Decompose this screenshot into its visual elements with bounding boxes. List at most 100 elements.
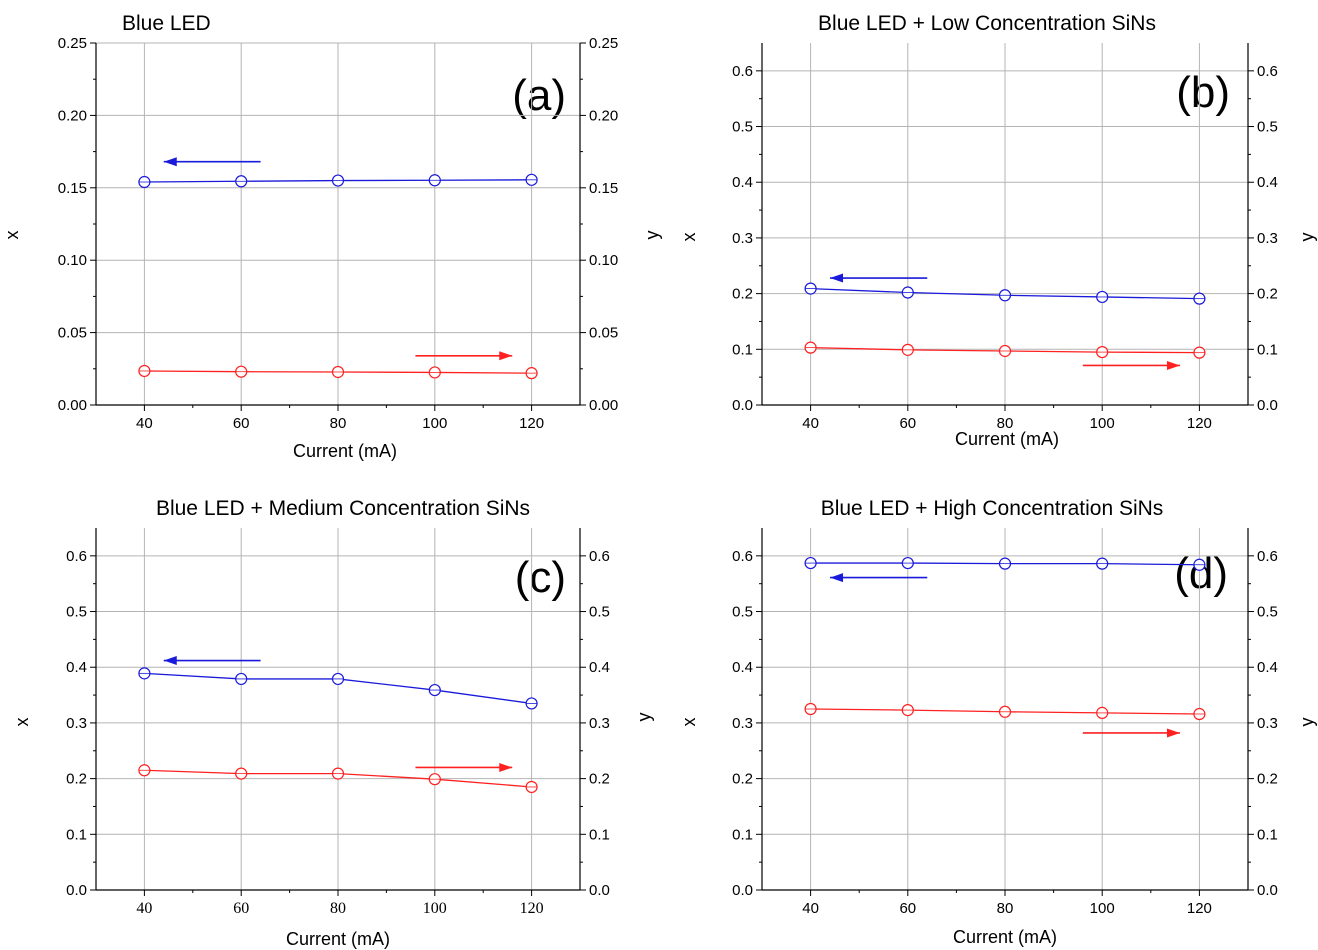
axis-arrow-head-right <box>499 762 513 772</box>
panel-d-title: Blue LED + High Concentration SiNs <box>821 497 1164 520</box>
axis-arrow-head-left <box>830 273 844 283</box>
x-tick-label: 120 <box>520 900 544 917</box>
panel-a-plot: 40 60 80 100 120 0.00 0.00 0.05 0.05 0.10 0.10 0.15… <box>58 35 618 432</box>
x-tick-label: 100 <box>423 900 447 917</box>
right-y-tick-label: 0.0 <box>1257 882 1278 899</box>
right-y-tick-label: 0.10 <box>589 252 618 269</box>
right-y-tick-label: 0.2 <box>1257 286 1278 303</box>
left-y-tick-label: 0.15 <box>58 180 87 197</box>
axis-arrow-head-left <box>163 656 177 666</box>
x-tick-label: 40 <box>802 415 819 432</box>
right-y-tick-label: 0.5 <box>1257 119 1278 136</box>
axis-arrow-head-right <box>499 351 513 361</box>
panel-b-title: Blue LED + Low Concentration SiNs <box>818 12 1156 35</box>
left-y-tick-label: 0.2 <box>732 771 753 788</box>
panel-c-plot: 40 60 80 100 120 0.0 0.0 0.1 0.1 0.2 0.2 0.3 0.3 0.4 0… <box>66 528 610 917</box>
left-y-tick-label: 0.4 <box>732 174 753 191</box>
right-y-tick-label: 0.3 <box>589 715 610 732</box>
right-y-tick-label: 0.20 <box>589 107 618 124</box>
x-tick-label: 40 <box>136 415 153 432</box>
x-tick-label: 40 <box>136 900 152 917</box>
panel-d-x-axis-label: Current (mA) <box>953 927 1057 947</box>
x-tick-label: 100 <box>1090 900 1115 917</box>
right-y-tick-label: 0.25 <box>589 35 618 52</box>
right-y-tick-label: 0.4 <box>1257 174 1278 191</box>
left-y-tick-label: 0.6 <box>732 548 753 565</box>
panel-d-plot: 40 60 80 100 120 0.0 0.0 0.1 0.1 0.2 0.2 0.3 0.3 0.4 0… <box>732 528 1278 917</box>
right-y-tick-label: 0.15 <box>589 180 618 197</box>
right-y-tick-label: 0.00 <box>589 397 618 414</box>
right-y-tick-label: 0.2 <box>589 771 610 788</box>
x-tick-label: 100 <box>1090 415 1115 432</box>
left-y-tick-label: 0.1 <box>732 826 753 843</box>
left-y-tick-label: 0.5 <box>732 119 753 136</box>
x-tick-label: 120 <box>1187 415 1212 432</box>
left-y-tick-label: 0.2 <box>732 286 753 303</box>
panel-a-label: (a) <box>512 71 566 120</box>
left-y-tick-label: 0.6 <box>732 63 753 80</box>
x-tick-label: 120 <box>519 415 544 432</box>
right-y-tick-label: 0.1 <box>1257 341 1278 358</box>
panel-a-left-axis-label: x <box>2 231 22 240</box>
left-y-tick-label: 0.20 <box>58 107 87 124</box>
panel-a-right-axis-label: y <box>642 231 662 240</box>
left-y-tick-label: 0.00 <box>58 397 87 414</box>
left-y-tick-label: 0.3 <box>732 715 753 732</box>
panel-b-left-axis-label: x <box>679 233 699 242</box>
panel-a: Blue LED Current (mA) x y (a) 40 60 80 100 1… <box>2 12 662 461</box>
x-tick-label: 100 <box>422 415 447 432</box>
x-tick-label: 60 <box>233 415 250 432</box>
axis-arrow-head-left <box>830 573 844 583</box>
panel-d-right-axis-label: y <box>1297 718 1317 727</box>
right-y-tick-label: 0.6 <box>589 548 610 565</box>
left-y-tick-label: 0.1 <box>66 826 87 843</box>
x-tick-label: 80 <box>997 415 1014 432</box>
panel-c-title: Blue LED + Medium Concentration SiNs <box>156 497 530 520</box>
axis-arrow-head-right <box>1166 360 1180 370</box>
x-tick-label: 80 <box>997 900 1014 917</box>
left-y-tick-label: 0.10 <box>58 252 87 269</box>
axis-arrow-head-left <box>163 157 177 167</box>
right-y-tick-label: 0.05 <box>589 325 618 342</box>
x-tick-label: 40 <box>802 900 819 917</box>
left-y-tick-label: 0.0 <box>732 882 753 899</box>
x-tick-label: 60 <box>899 900 916 917</box>
panel-a-title: Blue LED <box>122 12 211 35</box>
left-y-tick-label: 0.1 <box>732 341 753 358</box>
panel-b-x-axis-label: Current (mA) <box>955 429 1059 449</box>
left-y-tick-label: 0.05 <box>58 325 87 342</box>
left-y-tick-label: 0.5 <box>732 604 753 621</box>
x-tick-label: 60 <box>233 900 249 917</box>
right-y-tick-label: 0.6 <box>1257 63 1278 80</box>
right-y-tick-label: 0.3 <box>1257 230 1278 247</box>
left-y-tick-label: 0.0 <box>66 882 87 899</box>
left-y-tick-label: 0.5 <box>66 604 87 621</box>
right-y-tick-label: 0.2 <box>1257 771 1278 788</box>
panel-b-plot: 40 60 80 100 120 0.0 0.0 0.1 0.1 0.2 0.2 0.3 0.3 0.4 0… <box>732 43 1278 432</box>
right-y-tick-label: 0.0 <box>589 882 610 899</box>
panel-c-right-axis-label: y <box>634 713 654 722</box>
right-y-tick-label: 0.0 <box>1257 397 1278 414</box>
right-y-tick-label: 0.5 <box>589 604 610 621</box>
right-y-tick-label: 0.1 <box>589 826 610 843</box>
left-y-tick-label: 0.3 <box>732 230 753 247</box>
x-tick-label: 80 <box>330 415 347 432</box>
x-tick-label: 80 <box>330 900 346 917</box>
right-y-tick-label: 0.6 <box>1257 548 1278 565</box>
left-y-tick-label: 0.6 <box>66 548 87 565</box>
panel-c: Blue LED + Medium Concentration SiNs Cur… <box>12 497 654 949</box>
panel-d: Blue LED + High Concentration SiNs Curre… <box>679 497 1317 947</box>
panel-c-x-axis-label: Current (mA) <box>286 929 390 949</box>
right-y-tick-label: 0.5 <box>1257 604 1278 621</box>
panel-d-left-axis-label: x <box>679 718 699 727</box>
right-y-tick-label: 0.1 <box>1257 826 1278 843</box>
x-tick-label: 60 <box>899 415 916 432</box>
panel-c-left-axis-label: x <box>12 718 32 727</box>
panel-d-label: (d) <box>1174 549 1228 598</box>
panel-c-label: (c) <box>515 553 566 602</box>
left-y-tick-label: 0.0 <box>732 397 753 414</box>
left-y-tick-label: 0.25 <box>58 35 87 52</box>
right-y-tick-label: 0.3 <box>1257 715 1278 732</box>
x-tick-label: 120 <box>1187 900 1212 917</box>
panel-b-right-axis-label: y <box>1297 233 1317 242</box>
